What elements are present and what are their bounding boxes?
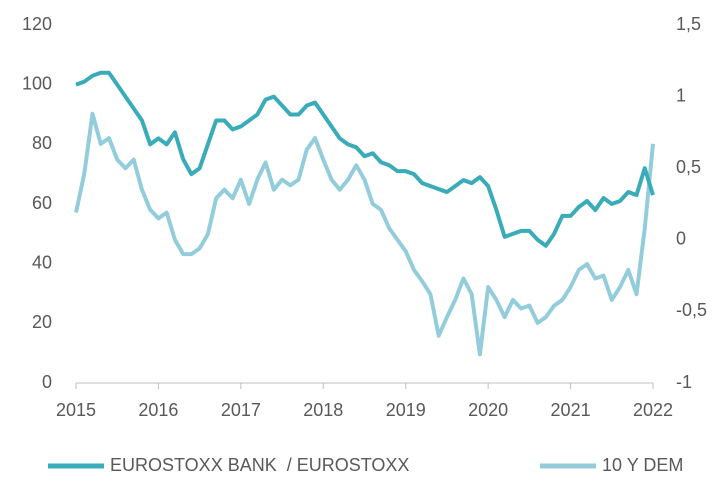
x-tick-label: 2019 [386, 400, 426, 420]
y-tick-label: 0 [42, 372, 52, 392]
series-line [74, 111, 655, 357]
x-tick-label: 2017 [221, 400, 261, 420]
y-tick-label: 100 [22, 73, 52, 93]
x-tick-label: 2020 [468, 400, 508, 420]
y2-tick-label: 1,5 [676, 14, 701, 34]
x-tick-label: 2015 [56, 400, 96, 420]
y-tick-label: 40 [32, 252, 52, 272]
y2-tick-label: -1 [676, 372, 692, 392]
legend-label: 10 Y DEM [602, 455, 683, 475]
series-line [75, 70, 655, 248]
x-tick-label: 2021 [551, 400, 591, 420]
legend-label: EUROSTOXX BANK / EUROSTOXX [110, 455, 409, 475]
y2-tick-label: -0,5 [676, 300, 707, 320]
y2-tick-label: 1 [676, 85, 686, 105]
y-tick-label: 80 [32, 133, 52, 153]
x-tick-label: 2016 [138, 400, 178, 420]
x-tick-label: 2022 [633, 400, 673, 420]
y2-tick-label: 0,5 [676, 157, 701, 177]
y-tick-label: 120 [22, 14, 52, 34]
y2-tick-label: 0 [676, 229, 686, 249]
x-tick-label: 2018 [303, 400, 343, 420]
y-tick-label: 20 [32, 312, 52, 332]
y-tick-label: 60 [32, 193, 52, 213]
